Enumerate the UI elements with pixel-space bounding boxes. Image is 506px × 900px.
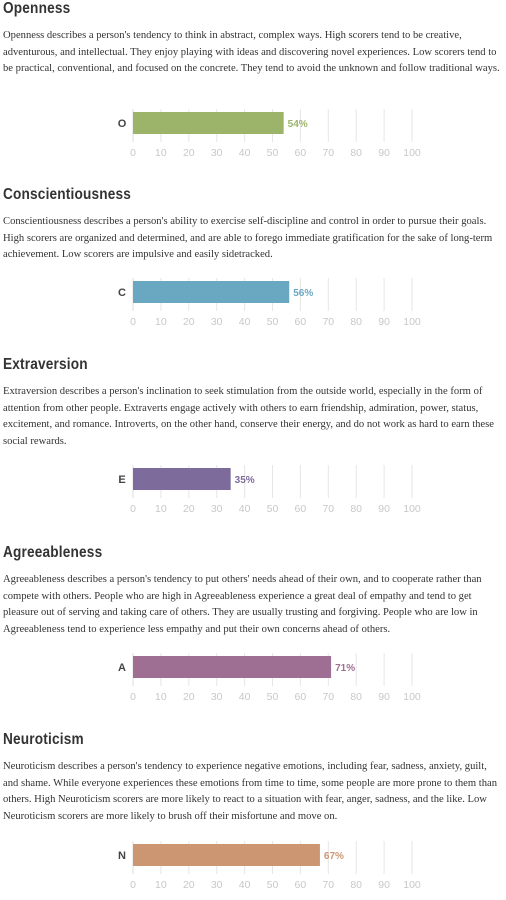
section-title: Openness <box>3 0 71 17</box>
bar-category-label: A <box>118 662 126 674</box>
bar-value-label: 67% <box>324 851 344 862</box>
tick-label: 50 <box>267 503 279 515</box>
conscientiousness-bar-chart: C 56% 0 10 20 30 40 50 60 70 80 90 100 <box>118 278 421 328</box>
agreeableness-bar-chart: A 71% 0 10 20 30 40 50 60 70 80 90 100 <box>118 653 421 703</box>
openness-bar-chart: O 54% 0 10 20 30 40 50 60 70 80 90 100 <box>118 109 421 159</box>
tick-label: 60 <box>295 147 307 159</box>
bar <box>133 112 284 134</box>
tick-label: 100 <box>403 879 421 891</box>
tick-label: 50 <box>267 316 279 328</box>
tick-label: 100 <box>403 691 421 703</box>
bar <box>133 656 332 678</box>
tick-label: 70 <box>322 316 334 328</box>
bar-category-label: N <box>118 850 126 862</box>
tick-label: 20 <box>183 316 195 328</box>
tick-label: 40 <box>239 316 251 328</box>
tick-label: 30 <box>211 147 223 159</box>
tick-label: 80 <box>350 316 362 328</box>
section-description: Openness describes a person's tendency t… <box>3 30 500 75</box>
bar-category-label: C <box>118 287 126 299</box>
tick-label: 0 <box>130 691 136 703</box>
bar <box>133 468 231 490</box>
section-description: Agreeableness describes a person's tende… <box>3 574 482 635</box>
tick-label: 50 <box>267 147 279 159</box>
tick-label: 30 <box>211 503 223 515</box>
bar-value-label: 54% <box>288 119 308 130</box>
tick-label: 70 <box>322 147 334 159</box>
section-title: Agreeableness <box>3 544 103 561</box>
tick-label: 10 <box>155 316 167 328</box>
tick-label: 40 <box>239 147 251 159</box>
tick-label: 60 <box>295 503 307 515</box>
bar-value-label: 35% <box>235 475 255 486</box>
tick-label: 30 <box>211 691 223 703</box>
bar <box>133 281 290 303</box>
tick-label: 70 <box>322 503 334 515</box>
bar-category-label: E <box>118 474 125 486</box>
tick-label: 10 <box>155 503 167 515</box>
tick-label: 50 <box>267 879 279 891</box>
tick-label: 40 <box>239 879 251 891</box>
tick-label: 0 <box>130 316 136 328</box>
tick-label: 20 <box>183 503 195 515</box>
tick-label: 20 <box>183 879 195 891</box>
chart-conscientiousness: C 56% 0 10 20 30 40 50 60 70 80 90 100 <box>0 273 506 333</box>
section-title: Extraversion <box>3 356 88 373</box>
bar-value-label: 56% <box>293 288 313 299</box>
chart-extraversion: E 35% 0 10 20 30 40 50 60 70 80 90 100 <box>0 460 506 520</box>
tick-label: 90 <box>378 691 390 703</box>
chart-agreeableness: A 71% 0 10 20 30 40 50 60 70 80 90 100 <box>0 648 506 708</box>
tick-label: 70 <box>322 691 334 703</box>
tick-label: 60 <box>295 316 307 328</box>
tick-label: 100 <box>403 316 421 328</box>
tick-label: 80 <box>350 147 362 159</box>
tick-label: 90 <box>378 316 390 328</box>
tick-label: 20 <box>183 691 195 703</box>
tick-label: 70 <box>322 879 334 891</box>
bar-category-label: O <box>118 118 127 130</box>
tick-label: 100 <box>403 147 421 159</box>
tick-label: 0 <box>130 147 136 159</box>
tick-label: 10 <box>155 879 167 891</box>
tick-label: 10 <box>155 147 167 159</box>
tick-label: 80 <box>350 879 362 891</box>
tick-label: 60 <box>295 691 307 703</box>
tick-label: 90 <box>378 147 390 159</box>
bar-value-label: 71% <box>335 663 355 674</box>
section-description: Extraversion describes a person's inclin… <box>3 386 494 447</box>
section-title: Conscientiousness <box>3 186 132 203</box>
tick-label: 60 <box>295 879 307 891</box>
tick-label: 90 <box>378 879 390 891</box>
tick-label: 90 <box>378 503 390 515</box>
chart-openness: O 54% 0 10 20 30 40 50 60 70 80 90 100 <box>0 104 506 164</box>
section-description: Neuroticism describes a person's tendenc… <box>3 761 498 822</box>
bar <box>133 844 320 866</box>
tick-label: 80 <box>350 503 362 515</box>
tick-label: 40 <box>239 691 251 703</box>
extraversion-bar-chart: E 35% 0 10 20 30 40 50 60 70 80 90 100 <box>118 465 421 515</box>
chart-neuroticism: N 67% 0 10 20 30 40 50 60 70 80 90 100 <box>0 836 506 896</box>
section-description: Conscientiousness describes a person's a… <box>3 216 493 261</box>
tick-label: 0 <box>130 879 136 891</box>
tick-label: 40 <box>239 503 251 515</box>
tick-label: 10 <box>155 691 167 703</box>
tick-label: 50 <box>267 691 279 703</box>
tick-label: 30 <box>211 879 223 891</box>
tick-label: 0 <box>130 503 136 515</box>
section-title: Neuroticism <box>3 731 84 748</box>
tick-label: 100 <box>403 503 421 515</box>
tick-label: 30 <box>211 316 223 328</box>
neuroticism-bar-chart: N 67% 0 10 20 30 40 50 60 70 80 90 100 <box>118 841 421 891</box>
tick-label: 80 <box>350 691 362 703</box>
tick-label: 20 <box>183 147 195 159</box>
